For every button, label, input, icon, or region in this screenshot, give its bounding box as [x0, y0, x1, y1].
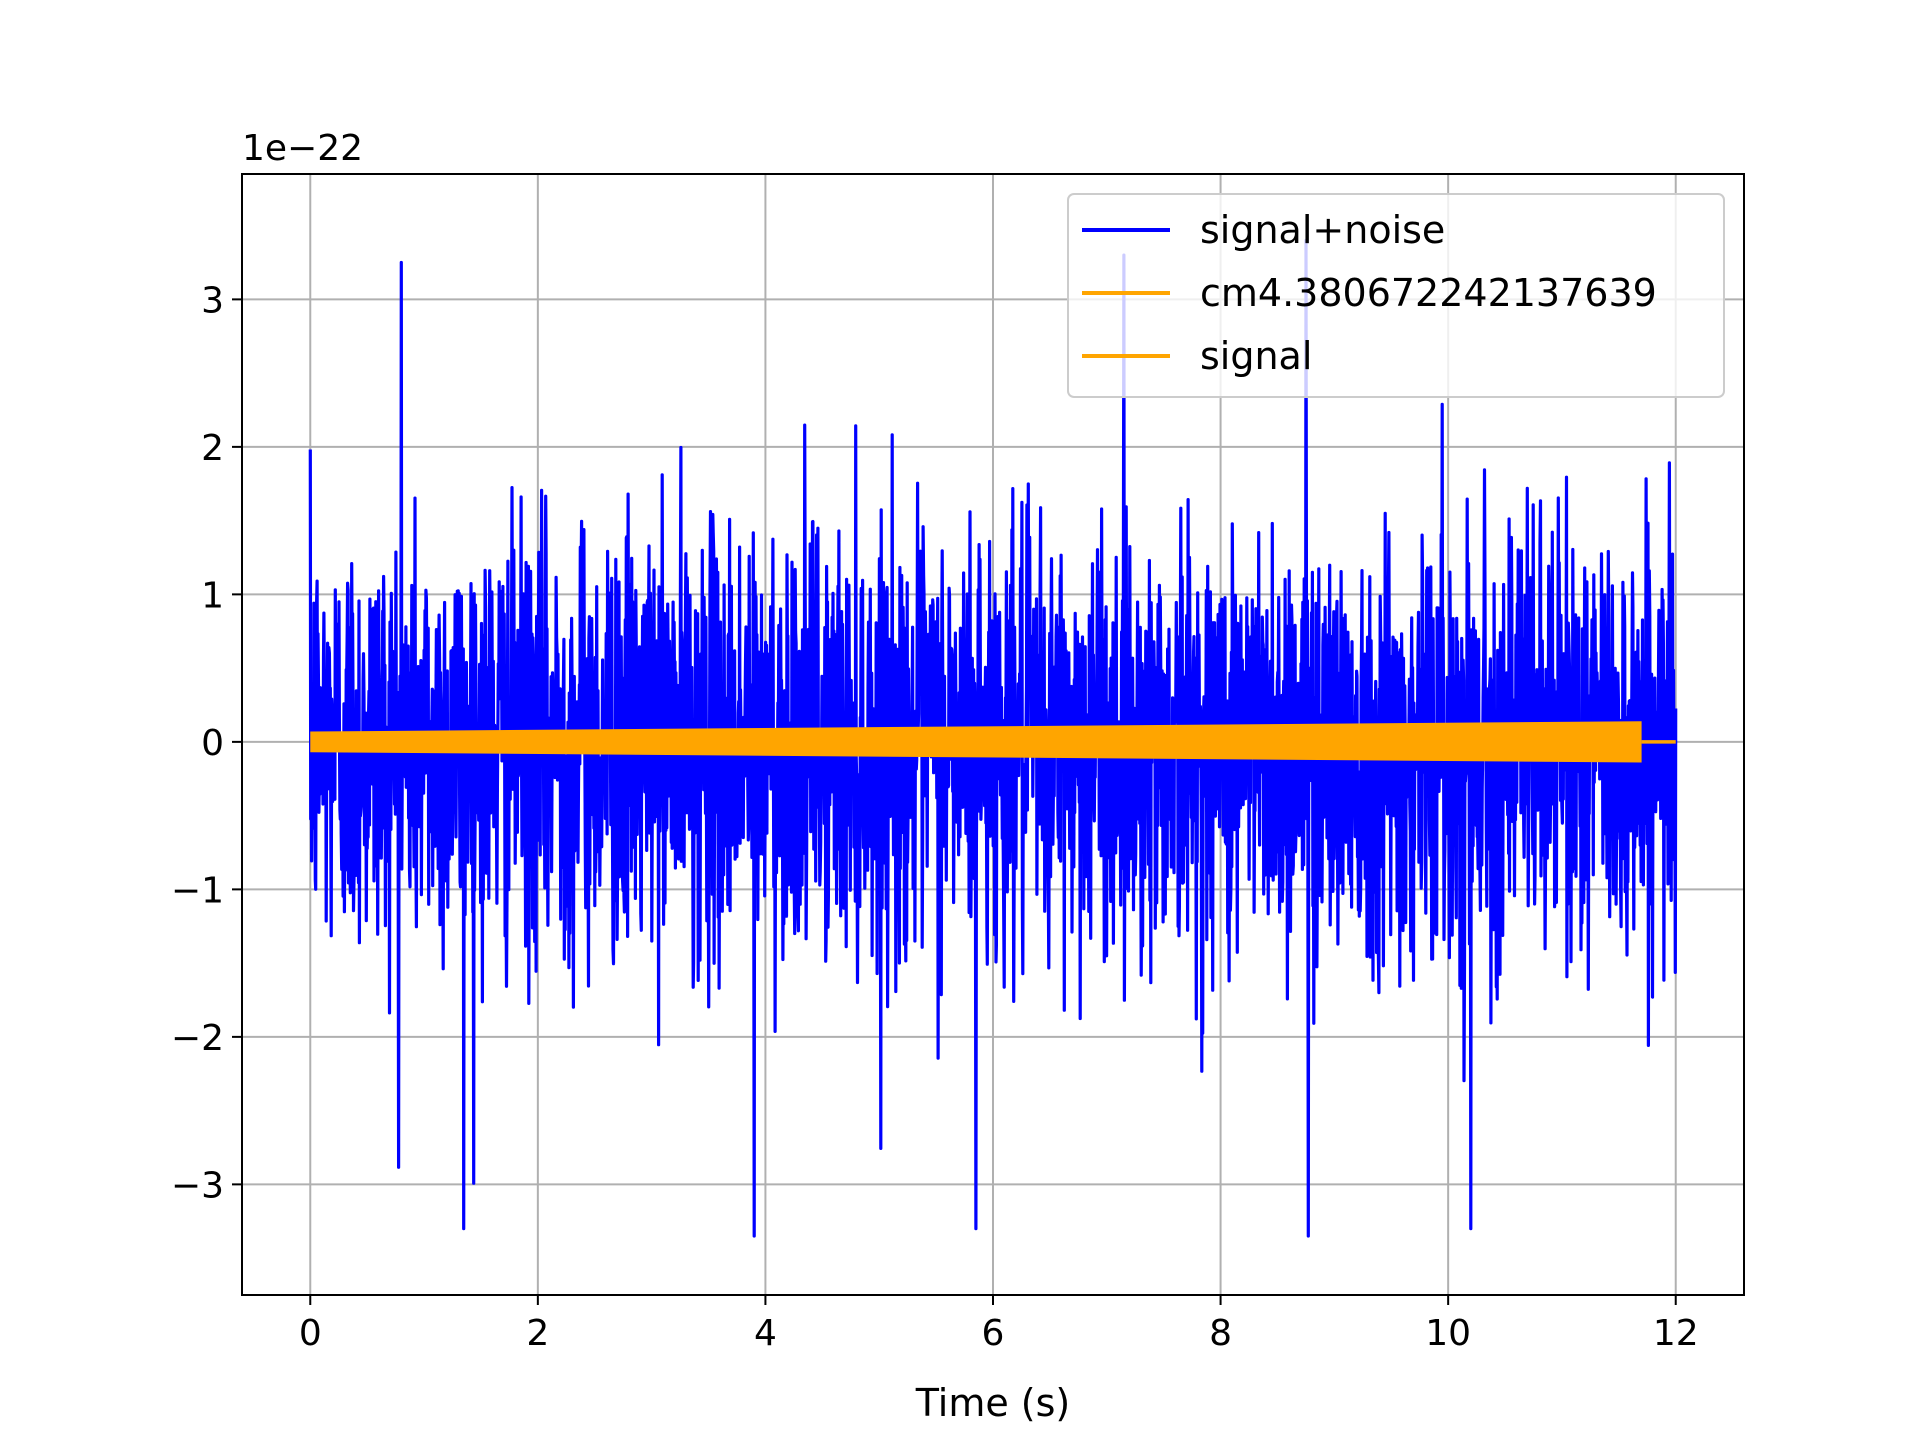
y-tick-label: 1: [201, 575, 224, 616]
x-tick-label: 4: [754, 1313, 777, 1354]
y-tick-label: 2: [201, 428, 224, 469]
y-tick-label: −2: [171, 1018, 224, 1059]
x-tick-label: 12: [1653, 1313, 1699, 1354]
legend-box: [1067, 193, 1725, 398]
y-tick-label: 0: [201, 723, 224, 764]
series-cm-band: [310, 721, 1642, 763]
x-tick-label: 2: [526, 1313, 549, 1354]
legend-label-signal-noise: signal+noise: [1200, 208, 1445, 252]
x-axis-label: Time (s): [915, 1381, 1071, 1425]
x-tick-label: 6: [982, 1313, 1005, 1354]
y-tick-label: −3: [171, 1165, 224, 1206]
x-tick-label: 10: [1425, 1313, 1471, 1354]
legend-label-cm: cm4.380672242137639: [1200, 271, 1657, 315]
legend: signal+noise cm4.380672242137639 signal: [1067, 193, 1725, 398]
plot-area: [308, 238, 1678, 1238]
x-axis: 0 2 4 6 8 10 12: [299, 1295, 1699, 1354]
y-axis: −3 −2 −1 0 1 2 3: [171, 280, 242, 1206]
offset-label: 1e−22: [242, 128, 363, 169]
y-tick-label: −1: [171, 870, 224, 911]
y-tick-label: 3: [201, 280, 224, 321]
x-tick-label: 8: [1209, 1313, 1232, 1354]
x-tick-label: 0: [299, 1313, 322, 1354]
legend-label-signal: signal: [1200, 334, 1312, 378]
